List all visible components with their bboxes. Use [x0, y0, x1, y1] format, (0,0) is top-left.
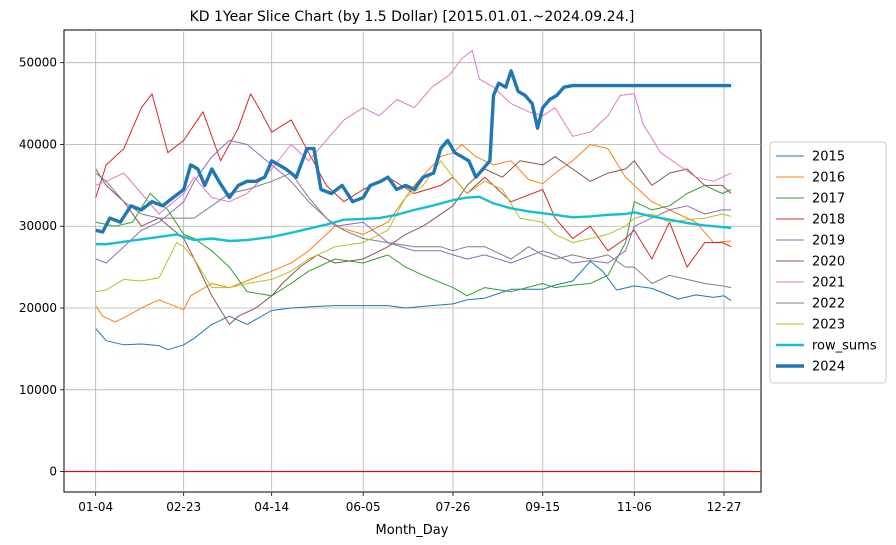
x-tick-label: 12-27: [707, 500, 742, 514]
series-line-2019: [95, 139, 732, 264]
legend-label: 2020: [812, 255, 845, 270]
chart-title: KD 1Year Slice Chart (by 1.5 Dollar) [20…: [190, 9, 635, 25]
axes: 01-04 02-23 04-14 06-05 07-26 09-15 11-06 12-27…: [19, 56, 742, 514]
grid: [64, 30, 761, 492]
legend-label: 2024: [812, 360, 845, 375]
legend-label: 2022: [812, 297, 845, 312]
x-tick-label: 02-23: [166, 500, 201, 514]
x-axis-label: Month_Day: [376, 523, 449, 538]
legend-box: [769, 141, 887, 384]
legend-label: 2019: [812, 234, 845, 249]
legend-label: 2017: [812, 192, 845, 207]
series-line-2017: [95, 184, 732, 297]
series-line-2018: [95, 93, 732, 268]
series-line-2021: [95, 49, 732, 215]
x-tick-label: 09-15: [525, 500, 560, 514]
x-tick-label: 11-06: [617, 500, 652, 514]
legend-label: 2023: [812, 318, 845, 333]
y-tick-label: 30000: [19, 219, 57, 233]
x-tick-label: 01-04: [78, 500, 113, 514]
series-line-2015: [95, 260, 732, 351]
legend-label: 2016: [812, 171, 845, 186]
x-tick-label: 07-26: [436, 500, 471, 514]
legend-label: 2015: [812, 150, 845, 165]
series-line-row_sums: [95, 195, 732, 246]
y-tick-label: 20000: [19, 301, 57, 315]
legend: 2015 2016 2017 2018 2019 2020 2021 2022 2023 row_…: [769, 141, 887, 384]
x-tick-label: 04-14: [254, 500, 289, 514]
y-tick-label: 10000: [19, 383, 57, 397]
series-line-2024: [95, 69, 732, 234]
legend-label: row_sums: [812, 339, 877, 354]
y-tick-label: 50000: [19, 56, 57, 70]
series-line-2016: [95, 144, 732, 323]
series-line-2022: [95, 172, 732, 289]
y-tick-label: 40000: [19, 137, 57, 151]
y-tick-label: 0: [49, 465, 57, 479]
series-line-2020: [95, 156, 732, 325]
plot-area: [63, 29, 762, 493]
legend-label: 2018: [812, 213, 845, 228]
legend-label: 2021: [812, 276, 845, 291]
x-tick-label: 06-05: [346, 500, 381, 514]
series-lines: [95, 49, 732, 351]
